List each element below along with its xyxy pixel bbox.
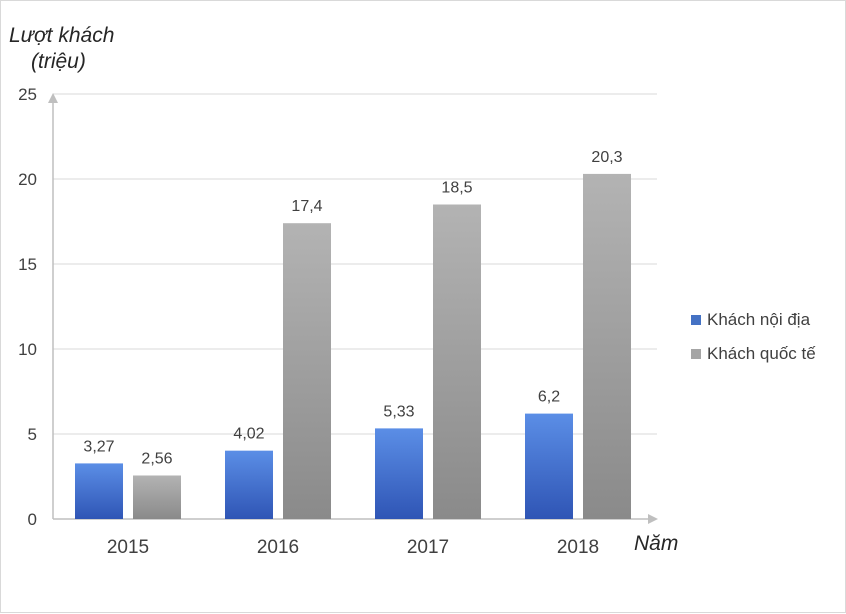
y-tick-label: 5 bbox=[28, 425, 37, 444]
data-label: 3,27 bbox=[83, 438, 114, 455]
bar-khach-noi-dia bbox=[75, 463, 123, 519]
y-tick-label: 25 bbox=[18, 85, 37, 104]
bar-khach-quoc-te bbox=[283, 223, 331, 519]
y-tick-label: 10 bbox=[18, 340, 37, 359]
y-tick-label: 0 bbox=[28, 510, 37, 529]
legend-swatch-khach-quoc-te bbox=[691, 349, 701, 359]
data-label: 6,2 bbox=[538, 389, 560, 406]
x-axis-title: Năm bbox=[634, 532, 678, 555]
data-label: 4,02 bbox=[233, 426, 264, 443]
bar-khach-noi-dia bbox=[525, 413, 573, 519]
legend-label: Khách nội địa bbox=[707, 310, 811, 329]
bar-khach-noi-dia bbox=[225, 450, 273, 519]
bar-khach-quoc-te bbox=[433, 204, 481, 519]
legend-swatch-khach-noi-dia bbox=[691, 315, 701, 325]
x-category-label: 2015 bbox=[107, 537, 149, 558]
bar-khach-noi-dia bbox=[375, 428, 423, 519]
data-label: 20,3 bbox=[591, 149, 622, 166]
data-label: 18,5 bbox=[441, 180, 472, 197]
data-label: 2,56 bbox=[141, 450, 172, 467]
y-axis-title-line1: Lượt khách bbox=[9, 24, 114, 47]
x-category-label: 2018 bbox=[557, 537, 599, 558]
x-category-label: 2017 bbox=[407, 537, 449, 558]
y-axis-title-line2: (triệu) bbox=[31, 50, 86, 73]
data-label: 17,4 bbox=[291, 198, 322, 215]
data-label: 5,33 bbox=[383, 403, 414, 420]
x-category-label: 2016 bbox=[257, 537, 299, 558]
bar-khach-quoc-te bbox=[133, 475, 181, 519]
bar-khach-quoc-te bbox=[583, 173, 631, 519]
y-tick-label: 20 bbox=[18, 170, 37, 189]
y-tick-label: 15 bbox=[18, 255, 37, 274]
legend-label: Khách quốc tế bbox=[707, 344, 816, 363]
